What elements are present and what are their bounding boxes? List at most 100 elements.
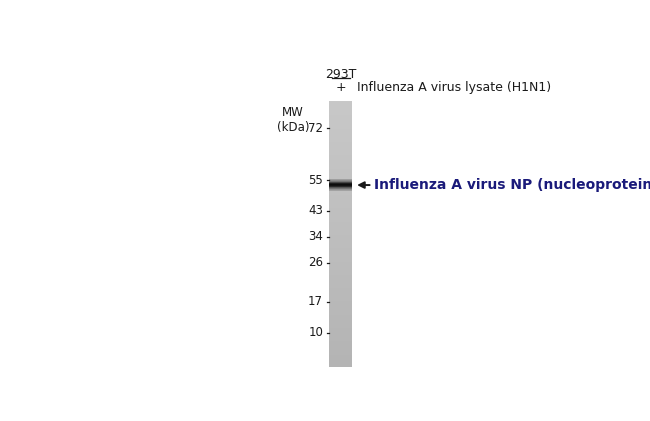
Bar <box>329 336 352 337</box>
Bar <box>329 324 352 325</box>
Bar <box>329 280 352 282</box>
Bar <box>329 127 352 129</box>
Bar <box>329 290 352 291</box>
Bar <box>329 142 352 143</box>
Text: 43: 43 <box>308 205 323 218</box>
Bar <box>329 104 352 105</box>
Bar <box>329 213 352 214</box>
Bar <box>329 346 352 348</box>
Bar <box>329 181 352 182</box>
Bar <box>329 325 352 327</box>
Bar <box>329 276 352 277</box>
Bar <box>329 160 352 162</box>
Bar <box>329 112 352 113</box>
Bar <box>329 195 352 197</box>
Bar <box>329 351 352 352</box>
Bar <box>329 331 352 332</box>
Bar <box>329 134 352 135</box>
Bar <box>329 198 352 199</box>
Bar <box>329 159 352 160</box>
Bar <box>329 348 352 349</box>
Bar <box>329 308 352 309</box>
Bar <box>329 117 352 118</box>
Bar <box>329 362 352 364</box>
Bar <box>329 357 352 359</box>
Bar <box>329 151 352 152</box>
Bar <box>329 239 352 240</box>
Bar <box>329 210 352 211</box>
Bar <box>329 260 352 261</box>
Bar <box>329 272 352 274</box>
Bar <box>329 171 352 173</box>
Bar <box>329 263 352 264</box>
Bar <box>329 234 352 235</box>
Bar <box>329 215 352 216</box>
Bar <box>329 323 352 324</box>
Bar <box>329 261 352 263</box>
Bar <box>329 268 352 269</box>
Bar <box>329 194 352 195</box>
Text: MW
(kDa): MW (kDa) <box>277 106 309 133</box>
Bar <box>329 182 352 183</box>
Bar <box>329 259 352 260</box>
Bar <box>329 255 352 256</box>
Bar <box>329 170 352 171</box>
Bar <box>329 228 352 230</box>
Bar <box>329 206 352 207</box>
Bar <box>329 168 352 170</box>
Bar <box>329 335 352 336</box>
Bar <box>329 203 352 205</box>
Bar <box>329 333 352 335</box>
Bar <box>329 240 352 242</box>
Bar <box>329 340 352 341</box>
Bar <box>329 319 352 320</box>
Bar <box>329 320 352 321</box>
Bar <box>329 256 352 258</box>
Bar <box>329 244 352 245</box>
Bar <box>329 238 352 239</box>
Bar <box>329 264 352 266</box>
Bar <box>329 102 352 104</box>
Bar <box>329 220 352 222</box>
Bar <box>329 207 352 208</box>
Bar <box>329 327 352 328</box>
Bar <box>329 266 352 267</box>
Bar <box>329 360 352 361</box>
Bar <box>329 349 352 351</box>
Bar <box>329 341 352 343</box>
Bar <box>329 115 352 117</box>
Bar <box>329 354 352 356</box>
Bar <box>329 275 352 276</box>
Bar <box>329 337 352 338</box>
Bar <box>329 247 352 248</box>
Bar <box>329 208 352 210</box>
Bar <box>329 361 352 362</box>
Bar <box>329 287 352 288</box>
Text: Influenza A virus NP (nucleoprotein): Influenza A virus NP (nucleoprotein) <box>374 178 650 192</box>
Text: 17: 17 <box>308 295 323 308</box>
Bar <box>329 149 352 150</box>
Bar <box>329 122 352 123</box>
Bar <box>329 165 352 166</box>
Bar <box>329 216 352 218</box>
Bar <box>329 166 352 167</box>
Bar <box>329 253 352 255</box>
Bar <box>329 187 352 189</box>
Text: +: + <box>335 81 346 94</box>
Bar <box>329 197 352 198</box>
Bar <box>329 245 352 247</box>
Bar <box>329 139 352 141</box>
Bar <box>329 271 352 272</box>
Bar <box>329 175 352 176</box>
Bar <box>329 137 352 138</box>
Bar <box>329 364 352 365</box>
Bar <box>329 267 352 268</box>
Bar <box>329 133 352 134</box>
Bar <box>329 178 352 179</box>
Bar <box>329 191 352 192</box>
Bar <box>329 321 352 323</box>
Bar <box>329 274 352 275</box>
Bar <box>329 154 352 155</box>
Bar <box>329 186 352 187</box>
Bar <box>329 163 352 165</box>
